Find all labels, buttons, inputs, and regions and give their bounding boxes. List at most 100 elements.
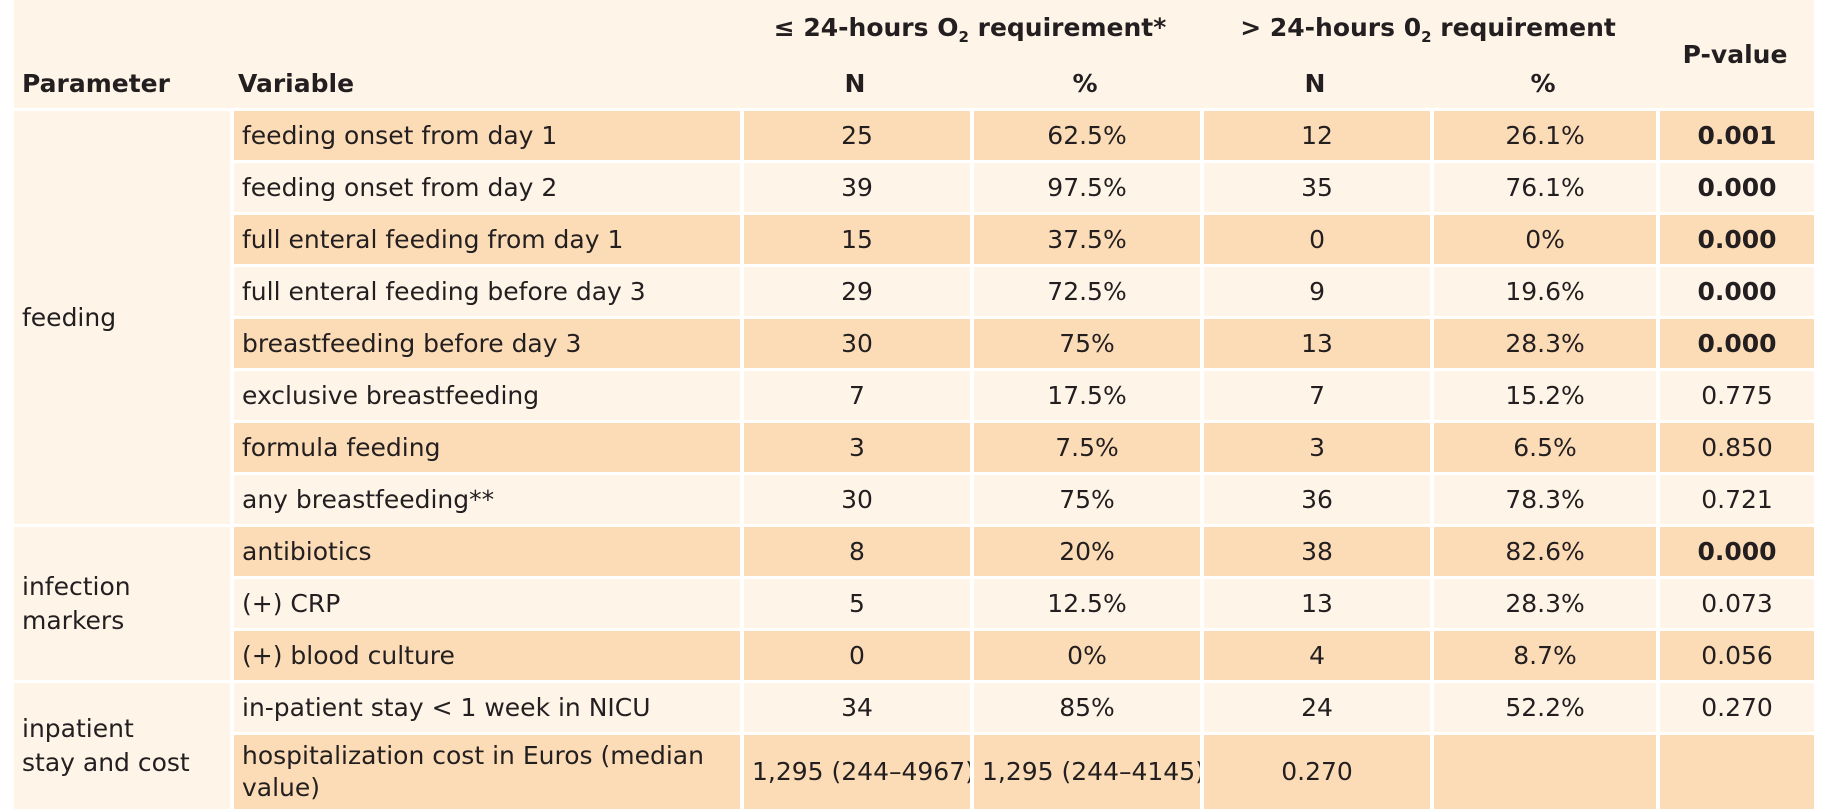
pvalue-cell: 0.056: [1656, 628, 1815, 680]
table-row: full enteral feeding before day 3 29 72.5%…: [14, 264, 1815, 316]
pvalue-cell: 0.000: [1656, 264, 1815, 316]
variable-cell: formula feeding: [230, 420, 740, 472]
variable-cell: any breastfeeding**: [230, 472, 740, 524]
value-cell: 28.3%: [1430, 316, 1657, 368]
value-cell: 29: [740, 264, 970, 316]
group2-n-header: N: [1200, 58, 1431, 108]
value-cell: 8.7%: [1430, 628, 1657, 680]
table-row: hospitalization cost in Euros (median va…: [14, 732, 1815, 809]
value-cell: 97.5%: [970, 160, 1201, 212]
value-cell: 12.5%: [970, 576, 1201, 628]
header-blank: [14, 0, 230, 58]
value-cell: 19.6%: [1430, 264, 1657, 316]
group1-pct-header: %: [970, 58, 1201, 108]
variable-cell: full enteral feeding before day 3: [230, 264, 740, 316]
value-cell: 15.2%: [1430, 368, 1657, 420]
pvalue-cell: 0.850: [1656, 420, 1815, 472]
value-cell: 7: [740, 368, 970, 420]
pvalue-cell: [1656, 732, 1815, 809]
parameter-cell: infection markers: [14, 524, 230, 680]
pvalue-cell: 0.775: [1656, 368, 1815, 420]
value-cell: 9: [1200, 264, 1431, 316]
value-cell: 7.5%: [970, 420, 1201, 472]
value-cell: 26.1%: [1430, 108, 1657, 160]
variable-header: Variable: [230, 58, 740, 108]
parameter-cell: feeding: [14, 108, 230, 524]
variable-cell: exclusive breastfeeding: [230, 368, 740, 420]
pvalue-cell: 0.000: [1656, 212, 1815, 264]
value-cell: 3: [1200, 420, 1431, 472]
value-cell: 0: [1200, 212, 1431, 264]
value-cell: 36: [1200, 472, 1431, 524]
value-cell: 0: [740, 628, 970, 680]
table-row: (+) blood culture 0 0% 4 8.7% 0.056: [14, 628, 1815, 680]
value-cell: 20%: [970, 524, 1201, 576]
value-cell: 30: [740, 316, 970, 368]
table-row: full enteral feeding from day 1 15 37.5% 0 0…: [14, 212, 1815, 264]
variable-cell: antibiotics: [230, 524, 740, 576]
value-cell: 75%: [970, 316, 1201, 368]
value-cell: 75%: [970, 472, 1201, 524]
value-cell: 25: [740, 108, 970, 160]
parameter-label: markers: [22, 605, 125, 635]
value-cell: 12: [1200, 108, 1431, 160]
value-cell: 39: [740, 160, 970, 212]
variable-cell: breastfeeding before day 3: [230, 316, 740, 368]
value-cell: 6.5%: [1430, 420, 1657, 472]
table-row: feeding onset from day 2 39 97.5% 35 76.1% 0.…: [14, 160, 1815, 212]
value-cell: 1,295 (244–4967): [740, 732, 970, 809]
parameter-label: infection: [22, 571, 131, 601]
table-row: (+) CRP 5 12.5% 13 28.3% 0.073: [14, 576, 1815, 628]
value-cell: [1430, 732, 1657, 809]
pvalue-cell: 0.000: [1656, 316, 1815, 368]
table-header: ≤ 24-hours O2 requirement* > 24-hours 02…: [14, 0, 1815, 108]
parameter-header: Parameter: [14, 58, 230, 108]
value-cell: 78.3%: [1430, 472, 1657, 524]
value-cell: 35: [1200, 160, 1431, 212]
variable-cell: hospitalization cost in Euros (median va…: [230, 732, 740, 809]
pvalue-cell: 0.073: [1656, 576, 1815, 628]
pvalue-cell: 0.000: [1656, 524, 1815, 576]
value-cell: 0.270: [1200, 732, 1431, 809]
value-cell: 85%: [970, 680, 1201, 732]
pvalue-cell: 0.001: [1656, 108, 1815, 160]
value-cell: 7: [1200, 368, 1431, 420]
variable-cell: feeding onset from day 2: [230, 160, 740, 212]
value-cell: 0%: [1430, 212, 1657, 264]
table-row: exclusive breastfeeding 7 17.5% 7 15.2% 0.775: [14, 368, 1815, 420]
variable-cell: in-patient stay < 1 week in NICU: [230, 680, 740, 732]
group1-header: ≤ 24-hours O2 requirement*: [740, 0, 1201, 58]
pvalue-cell: 0.000: [1656, 160, 1815, 212]
value-cell: 52.2%: [1430, 680, 1657, 732]
value-cell: 8: [740, 524, 970, 576]
value-cell: 17.5%: [970, 368, 1201, 420]
value-cell: 82.6%: [1430, 524, 1657, 576]
value-cell: 62.5%: [970, 108, 1201, 160]
pvalue-cell: 0.721: [1656, 472, 1815, 524]
value-cell: 0%: [970, 628, 1201, 680]
table-row: feeding feeding onset from day 1 25 62.5% 12…: [14, 108, 1815, 524]
value-cell: 13: [1200, 316, 1431, 368]
value-cell: 37.5%: [970, 212, 1201, 264]
pvalue-cell: 0.270: [1656, 680, 1815, 732]
group1-n-header: N: [740, 58, 970, 108]
table-row: inpatient stay and cost in-patient stay < …: [14, 680, 1815, 809]
value-cell: 3: [740, 420, 970, 472]
table-row: breastfeeding before day 3 30 75% 13 28.3% 0.…: [14, 316, 1815, 368]
value-cell: 24: [1200, 680, 1431, 732]
table-row: any breastfeeding** 30 75% 36 78.3% 0.721: [14, 472, 1815, 524]
parameter-cell: inpatient stay and cost: [14, 680, 230, 809]
group2-pct-header: %: [1430, 58, 1657, 108]
table-row: infection markers antibiotics 8 20% 38 82.6% 0.…: [14, 524, 1815, 680]
value-cell: 30: [740, 472, 970, 524]
value-cell: 28.3%: [1430, 576, 1657, 628]
value-cell: 76.1%: [1430, 160, 1657, 212]
value-cell: 34: [740, 680, 970, 732]
variable-cell: feeding onset from day 1: [230, 108, 740, 160]
value-cell: 4: [1200, 628, 1431, 680]
value-cell: 15: [740, 212, 970, 264]
table-row: formula feeding 3 7.5% 3 6.5% 0.850: [14, 420, 1815, 472]
header-blank: [230, 0, 740, 58]
value-cell: 38: [1200, 524, 1431, 576]
